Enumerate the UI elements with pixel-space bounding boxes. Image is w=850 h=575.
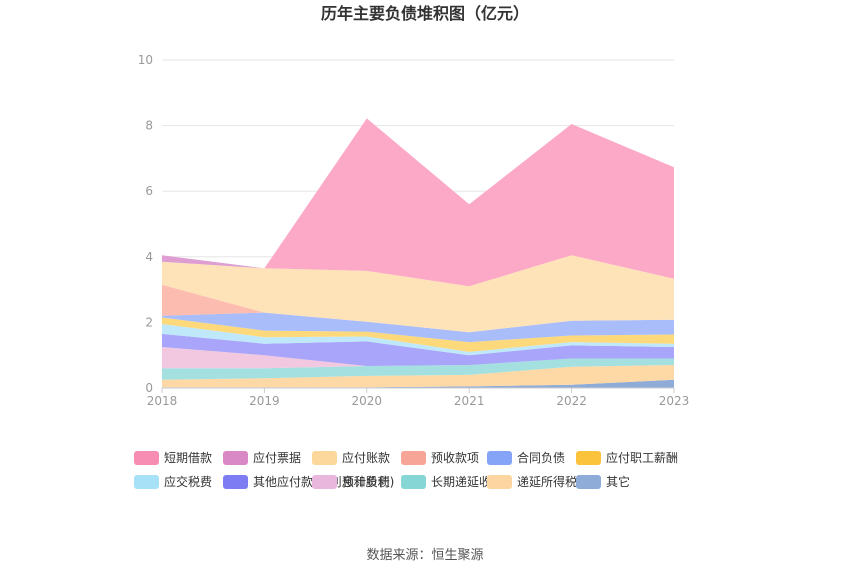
legend-label: 合同负债 [517, 450, 565, 465]
area-0[interactable] [162, 379, 674, 388]
legend: 短期借款应付票据应付账款预收款项合同负债应付职工薪酬应交税费其他应付款(含利息和… [134, 450, 678, 489]
legend-item[interactable]: 应付职工薪酬 [576, 450, 678, 465]
y-tick-label: 6 [145, 184, 153, 198]
legend-item[interactable]: 应交税费 [134, 474, 212, 489]
legend-swatch [134, 475, 159, 489]
legend-item[interactable]: 预计负债 [312, 475, 390, 489]
legend-swatch [223, 475, 248, 489]
x-tick-label: 2019 [249, 394, 280, 408]
legend-swatch [312, 475, 337, 489]
legend-label: 短期借款 [164, 451, 212, 465]
area-series [162, 118, 674, 388]
legend-swatch [487, 475, 512, 489]
area-11[interactable] [162, 118, 674, 287]
legend-label: 应付职工薪酬 [606, 450, 678, 465]
area-9[interactable] [162, 255, 674, 333]
area-5[interactable] [162, 324, 674, 356]
legend-label: 应交税费 [164, 474, 212, 489]
legend-item[interactable]: 应付账款 [312, 450, 390, 465]
legend-swatch [401, 475, 426, 489]
legend-item[interactable]: 合同负债 [487, 450, 565, 465]
legend-label: 预收款项 [431, 451, 479, 465]
legend-swatch [576, 475, 601, 489]
x-tick-label: 2022 [556, 394, 587, 408]
y-tick-label: 4 [145, 250, 153, 264]
x-tick-label: 2021 [454, 394, 485, 408]
legend-item[interactable]: 其它 [576, 474, 630, 489]
legend-item[interactable]: 预收款项 [401, 451, 479, 465]
data-source: 数据来源：恒生聚源 [366, 548, 483, 563]
legend-swatch [576, 451, 601, 465]
legend-label: 预计负债 [342, 475, 390, 489]
legend-label: 其它 [606, 474, 630, 489]
legend-item[interactable]: 短期借款 [134, 451, 212, 465]
x-tick-label: 2018 [147, 394, 178, 408]
y-tick-label: 10 [138, 53, 153, 67]
area-7[interactable] [162, 312, 674, 343]
legend-item[interactable]: 应付票据 [223, 450, 301, 465]
area-3[interactable] [162, 347, 674, 369]
chart-title: 历年主要负债堆积图（亿元） [321, 4, 529, 23]
legend-swatch [487, 451, 512, 465]
y-tick-label: 2 [145, 315, 153, 329]
area-4[interactable] [162, 333, 674, 366]
area-6[interactable] [162, 317, 674, 352]
legend-label: 应付账款 [342, 450, 390, 465]
legend-swatch [312, 451, 337, 465]
legend-item[interactable]: 长期递延收益 [401, 475, 503, 489]
x-tick-label: 2023 [659, 394, 690, 408]
x-tick-label: 2020 [352, 394, 383, 408]
area-1[interactable] [162, 365, 674, 388]
legend-label: 应付票据 [253, 450, 301, 465]
legend-label: 长期递延收益 [431, 475, 503, 489]
y-tick-label: 8 [145, 119, 153, 133]
legend-swatch [134, 451, 159, 465]
axes: 0 2 4 6 8 10 2018 2019 2020 2021 2022 2023 [138, 53, 690, 408]
area-2[interactable] [162, 358, 674, 380]
y-tick-label: 0 [145, 381, 153, 395]
legend-swatch [401, 451, 426, 465]
legend-swatch [223, 451, 248, 465]
